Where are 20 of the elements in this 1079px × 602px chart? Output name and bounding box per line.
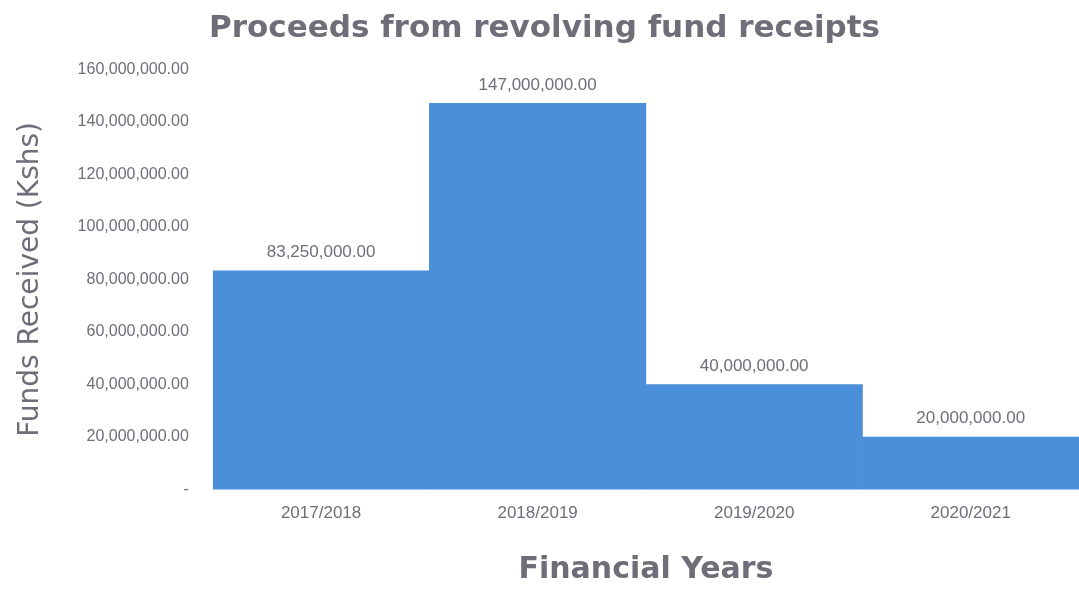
y-tick-label: 160,000,000.00	[77, 59, 189, 77]
x-axis-title: Financial Years	[518, 549, 774, 585]
y-tick-label: 140,000,000.00	[77, 112, 189, 130]
data-label: 40,000,000.00	[699, 355, 809, 375]
y-tick-label: 100,000,000.00	[77, 217, 189, 235]
y-axis-title: Funds Received (Kshs)	[12, 122, 46, 437]
data-label: 147,000,000.00	[478, 74, 597, 94]
y-tick-label: 40,000,000.00	[86, 374, 189, 392]
y-tick-label: 120,000,000.00	[77, 164, 189, 182]
data-label: 20,000,000.00	[916, 408, 1026, 428]
y-tick-label: 20,000,000.00	[86, 427, 189, 445]
x-tick-label: 2020/2021	[930, 503, 1011, 523]
x-tick-label: 2017/2018	[280, 503, 362, 523]
chart-title: Proceeds from revolving fund receipts	[208, 7, 881, 44]
y-tick-label: 80,000,000.00	[86, 269, 189, 287]
x-tick-label: 2018/2019	[497, 503, 578, 523]
data-label: 83,250,000.00	[266, 242, 376, 262]
x-tick-label: 2019/2020	[713, 503, 795, 523]
y-tick-label: 60,000,000.00	[86, 322, 189, 340]
y-tick-label: -	[183, 480, 189, 498]
